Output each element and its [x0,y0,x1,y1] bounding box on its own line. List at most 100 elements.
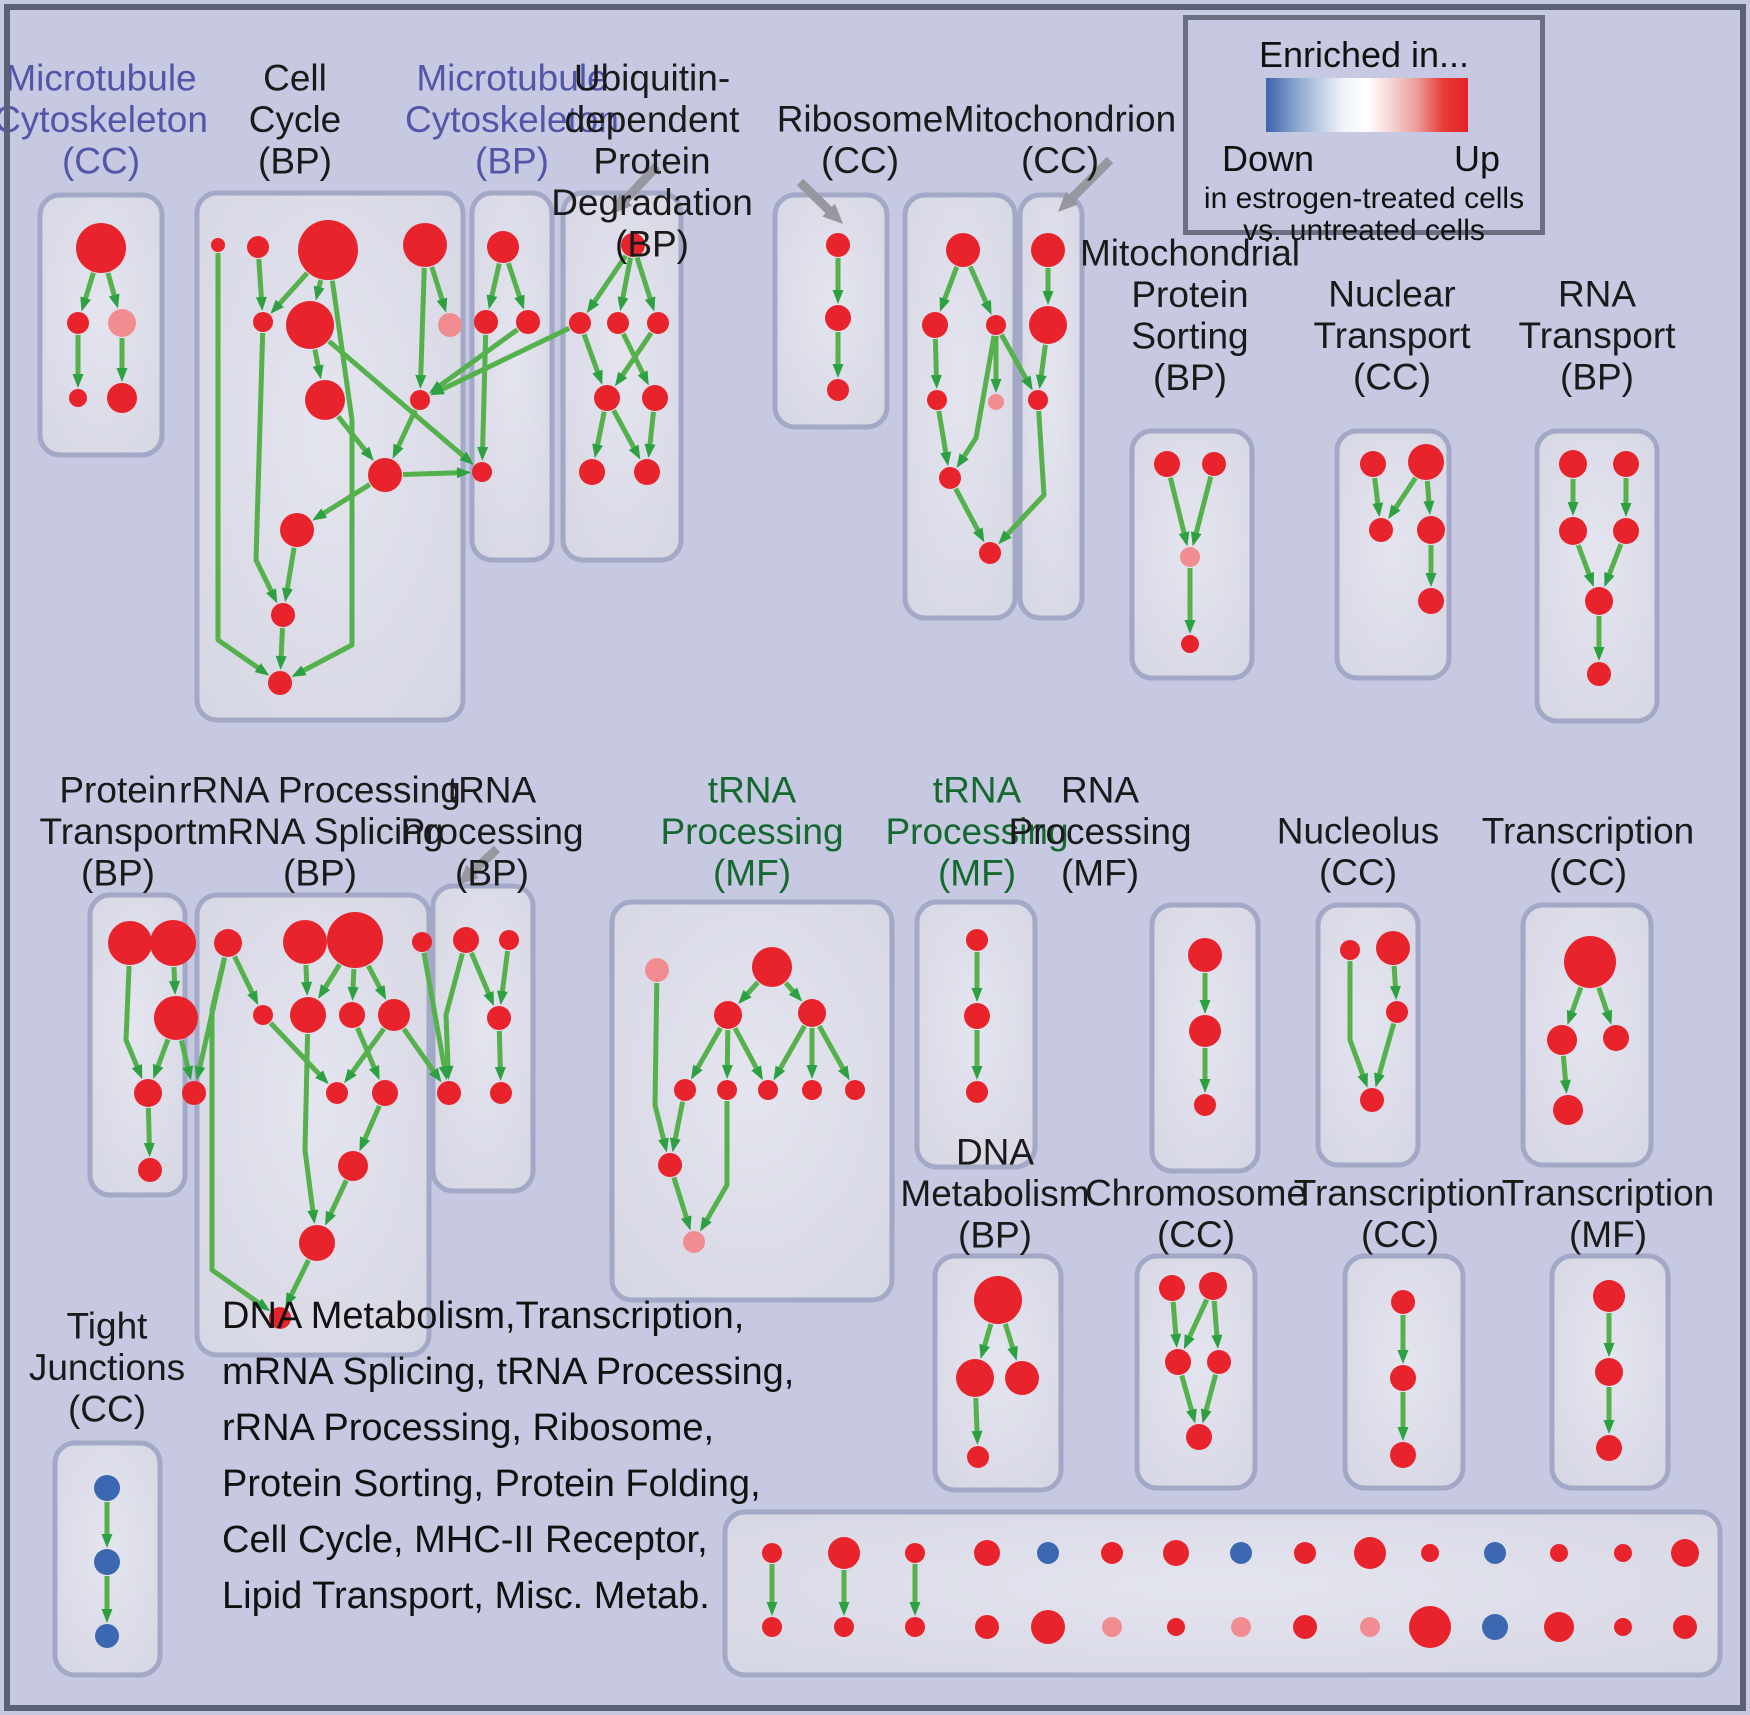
go-term-node-up [1596,1435,1622,1461]
cluster-label-chromosome: Chromosome [1085,1173,1307,1214]
edge-arrowhead [152,1063,164,1079]
go-term-node-up [939,467,961,489]
go-term-node-up [1354,1537,1386,1569]
edge-arrowhead [838,1065,850,1081]
edge-line [1202,1373,1219,1416]
edge-arrowhead [108,293,120,309]
edge-arrowhead [930,374,942,390]
edge-line [488,263,502,302]
edge-line [469,951,493,999]
edge-line [215,253,264,673]
go-term-node-up [1165,1349,1191,1375]
edge-arrowhead [347,986,359,1002]
edge-arrowhead [254,663,270,676]
cluster-label-rrna-processing-mrna-splicing: (BP) [283,853,357,894]
go-term-node-up [516,310,540,334]
cluster-label-ubiquitin-degradation: Ubiquitin- [574,58,730,99]
edge-arrowhead [80,296,91,312]
edge-arrowhead [971,1430,983,1446]
go-term-node-up [922,312,948,338]
go-term-node-up [1391,1290,1415,1314]
edge-line [123,965,142,1072]
go-term-node-up [1186,1424,1212,1450]
go-term-node-up [607,312,629,334]
go-term-node-up [828,1537,860,1569]
cluster-label-rna-processing-mf: Processing [1008,811,1191,852]
go-term-node-up [299,1225,335,1261]
edge-arrowhead [392,443,404,459]
edge-arrowhead [494,1066,506,1082]
go-term-node-up [1587,662,1611,686]
cluster-label-ribosome: (CC) [821,140,899,181]
go-term-node-up [1376,931,1410,965]
go-term-node-up [1614,1618,1632,1636]
cluster-label-rrna-processing-mrna-splicing: mRNA Splicing [197,811,444,852]
edge-arrowhead [312,364,324,380]
cluster-label-mitochondrion: (CC) [1021,140,1099,181]
edge-arrowhead [270,299,284,314]
cluster-label-microtubule-cytoskeleton-bp: (BP) [475,141,549,182]
edge-arrowhead [637,370,649,386]
annotation-arrow-line [1066,156,1114,204]
cluster-label-tight-junctions: (CC) [68,1389,146,1430]
go-term-node-weak-up [1231,1617,1251,1637]
edge-line [506,262,524,302]
go-term-node-up [927,390,947,410]
edge-arrowhead [644,296,656,312]
edge-line [496,1030,503,1073]
go-term-node-weak-up [683,1231,705,1253]
edge-arrowhead [1372,502,1384,518]
cluster-label-trna-processing-mf-1: Processing [660,811,843,852]
edge-line [402,470,463,477]
edge-line [594,411,607,450]
go-term-node-up [1559,517,1587,545]
edge-arrowhead [1020,375,1033,391]
go-term-node-up [1673,1615,1697,1639]
edge-arrowhead [477,446,489,462]
go-term-node-up [1421,1544,1439,1562]
go-term-node-down [1037,1542,1059,1564]
go-term-node-up [905,1617,925,1637]
edge-arrowhead [971,1066,983,1080]
legend-title: Enriched in... [1258,34,1470,75]
go-term-node-weak-up [1360,1617,1380,1637]
go-term-node-up [1167,1618,1185,1636]
edge-line [1375,1022,1397,1080]
go-term-node-up [762,1617,782,1637]
edge-line [775,1024,807,1074]
go-term-node-up [154,996,198,1040]
edge-arrowhead [1042,291,1054,305]
cluster-label-microtubule-cytoskeleton-cc: (CC) [62,141,140,182]
go-term-node-up [1390,1365,1416,1391]
edge-line [817,1024,848,1074]
edge-arrowhead [369,1065,380,1081]
edge-arrowhead [1620,503,1632,517]
edge-line [1605,543,1624,580]
edge-arrowhead [313,285,325,301]
go-term-node-weak-up [645,958,669,982]
edge-arrowhead [1190,531,1202,547]
go-term-node-up [1163,1540,1189,1566]
edge-line [652,982,668,1145]
go-term-node-up [1613,518,1639,544]
edge-line [1596,986,1611,1018]
edge-line [646,411,656,450]
edge-line [436,325,571,394]
edge-arrowhead [318,984,331,999]
edge-arrowhead [143,1142,155,1158]
edge-arrowhead [1425,573,1437,587]
cluster-label-rna-processing-mf: RNA [1061,770,1139,811]
go-term-node-up [798,999,826,1027]
go-term-node-up [1199,1272,1227,1300]
edge-arrowhead [116,368,128,382]
go-term-node-up [1188,938,1222,972]
go-term-node-up [1559,450,1587,478]
go-term-node-weak-up [988,394,1004,410]
edge-arrowhead [281,587,293,603]
edge-arrowhead [344,1068,357,1084]
go-term-node-up [326,1082,348,1104]
edge-line [611,409,639,453]
cluster-label-microtubule-cytoskeleton-bp: Microtubule [416,58,607,99]
edge-arrowhead [592,369,603,385]
edge-arrowhead [486,294,498,310]
